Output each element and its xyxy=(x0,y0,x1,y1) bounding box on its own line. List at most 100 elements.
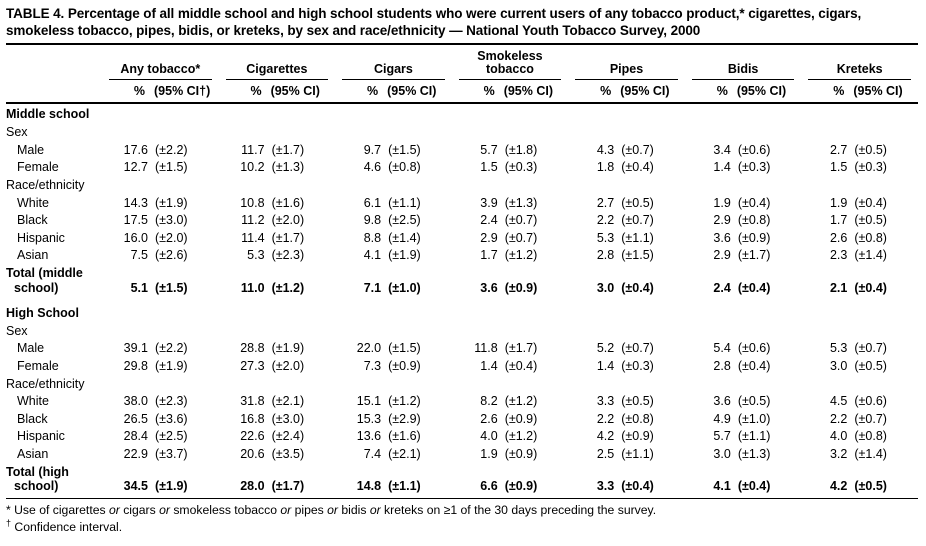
percent-cell: 6.1 xyxy=(363,195,382,210)
percent-subheader: % xyxy=(716,84,728,99)
percent-cell: 4.1 xyxy=(713,479,731,494)
percent-cell: 11.4 xyxy=(241,230,265,245)
ci-cell: (±1.1) xyxy=(621,230,654,245)
ci-cell: (±2.4) xyxy=(271,429,305,444)
ci-cell: (±0.7) xyxy=(854,341,887,356)
ci-cell: (±0.8) xyxy=(854,230,887,245)
percent-cell: 22.0 xyxy=(356,341,382,356)
percent-cell: 4.0 xyxy=(829,429,848,444)
ci-cell: (±0.4) xyxy=(621,479,654,494)
row-label: White xyxy=(17,394,49,409)
percent-cell: 3.0 xyxy=(596,280,615,295)
percent-subheader: % xyxy=(483,84,495,99)
column-group-header: Smokeless tobacco xyxy=(452,45,569,81)
ci-cell: (±0.6) xyxy=(854,394,887,409)
ci-subheader: (95% CI) xyxy=(620,84,670,99)
percent-cell: 4.2 xyxy=(829,479,848,494)
ci-cell: (±0.6) xyxy=(737,341,771,356)
ci-cell: (±2.2) xyxy=(155,142,188,157)
percent-cell: 1.9 xyxy=(713,195,731,210)
ci-cell: (±3.0) xyxy=(155,213,188,228)
percent-cell: 22.6 xyxy=(240,429,265,444)
percent-cell: 20.6 xyxy=(240,446,265,461)
row-label: Black xyxy=(17,411,48,426)
percent-cell: 4.2 xyxy=(596,429,615,444)
percent-cell: 2.9 xyxy=(480,230,498,245)
row-label: Hispanic xyxy=(17,429,65,444)
percent-cell: 5.2 xyxy=(596,341,615,356)
ci-subheader: (95% CI) xyxy=(853,84,903,99)
percent-cell: 1.5 xyxy=(480,160,498,175)
ci-cell: (±1.8) xyxy=(504,142,538,157)
percent-cell: 31.8 xyxy=(240,394,265,409)
percent-cell: 4.9 xyxy=(713,411,731,426)
percent-cell: 1.7 xyxy=(480,248,498,263)
row-label: Asian xyxy=(17,446,49,461)
percent-cell: 2.8 xyxy=(596,248,615,263)
ci-cell: (±3.5) xyxy=(271,446,305,461)
row-label: Total (high school) xyxy=(6,464,69,494)
tobacco-table: Any tobacco* Cigarettes Cigars Smokeless tob… xyxy=(6,45,918,496)
row-label: Black xyxy=(17,213,48,228)
ci-cell: (±0.4) xyxy=(621,160,654,175)
percent-cell: 4.5 xyxy=(829,394,848,409)
ci-cell: (±0.5) xyxy=(854,479,887,494)
percent-cell: 2.9 xyxy=(713,248,731,263)
ci-cell: (±2.0) xyxy=(271,213,305,228)
percent-subheader: % xyxy=(833,84,845,99)
subsection-row: Sex xyxy=(6,322,918,340)
column-group-label: Kreteks xyxy=(808,63,911,81)
column-group-header: Cigarettes xyxy=(219,45,336,81)
table-row: Female 12.7 (±1.5) 10.2 (±1.3) 4.6 (±0.8) 1.5 (±… xyxy=(6,159,918,177)
table-body: Middle school Sex Male 17.6 (±2.2) 11.7 (±1.7)… xyxy=(6,103,918,495)
ci-cell: (±0.7) xyxy=(621,341,654,356)
subsection-row: Sex xyxy=(6,123,918,141)
ci-cell: (±0.4) xyxy=(854,280,887,295)
row-label: White xyxy=(17,195,49,210)
percent-cell: 2.2 xyxy=(829,411,848,426)
column-group-header: Any tobacco* xyxy=(102,45,219,81)
ci-cell: (±0.5) xyxy=(737,394,771,409)
ci-cell: (±1.0) xyxy=(388,280,421,295)
ci-cell: (±0.9) xyxy=(504,446,538,461)
column-group-row: Any tobacco* Cigarettes Cigars Smokeless tob… xyxy=(6,45,918,81)
ci-cell: (±2.1) xyxy=(271,394,305,409)
ci-cell: (±0.8) xyxy=(737,213,771,228)
ci-cell: (±1.2) xyxy=(504,429,538,444)
percent-cell: 2.5 xyxy=(596,446,615,461)
percent-cell: 10.8 xyxy=(240,195,265,210)
column-subheader-row: % (95% CI†)% (95% CI)% (95% CI)% (95% CI)% (9… xyxy=(6,80,918,103)
section-row: High School xyxy=(6,297,918,322)
percent-cell: 14.8 xyxy=(356,479,382,494)
percent-cell: 5.1 xyxy=(130,280,148,295)
row-label: Hispanic xyxy=(17,230,65,245)
column-group-label: Bidis xyxy=(691,63,795,81)
ci-cell: (±1.2) xyxy=(271,280,305,295)
ci-subheader: (95% CI) xyxy=(387,84,437,99)
ci-subheader: (95% CI) xyxy=(503,84,554,99)
percent-cell: 14.3 xyxy=(123,195,148,210)
table-row: Female 29.8 (±1.9) 27.3 (±2.0) 7.3 (±0.9) 1.4 (±… xyxy=(6,357,918,375)
ci-cell: (±1.4) xyxy=(854,248,887,263)
ci-cell: (±0.3) xyxy=(504,160,538,175)
percent-cell: 1.5 xyxy=(829,160,848,175)
percent-cell: 9.7 xyxy=(363,142,382,157)
table-row: Black 17.5 (±3.0) 11.2 (±2.0) 9.8 (±2.5) 2.4 (±0… xyxy=(6,212,918,230)
ci-cell: (±1.3) xyxy=(504,195,538,210)
row-label: High School xyxy=(6,305,79,320)
percent-cell: 16.0 xyxy=(123,230,148,245)
percent-cell: 1.9 xyxy=(829,195,848,210)
percent-cell: 3.2 xyxy=(829,446,848,461)
percent-cell: 2.6 xyxy=(480,411,498,426)
ci-cell: (±2.1) xyxy=(388,446,421,461)
percent-cell: 1.4 xyxy=(480,358,498,373)
percent-cell: 3.6 xyxy=(713,230,731,245)
ci-cell: (±1.4) xyxy=(388,230,421,245)
total-row: Total (middle school) 5.1 (±1.5) 11.0 (±1.2) 7… xyxy=(6,264,918,297)
percent-cell: 22.9 xyxy=(123,446,148,461)
percent-subheader: % xyxy=(133,84,145,99)
percent-cell: 4.0 xyxy=(480,429,498,444)
column-group-label: Cigarettes xyxy=(225,63,329,81)
ci-cell: (±0.9) xyxy=(504,411,538,426)
ci-cell: (±1.9) xyxy=(155,358,188,373)
